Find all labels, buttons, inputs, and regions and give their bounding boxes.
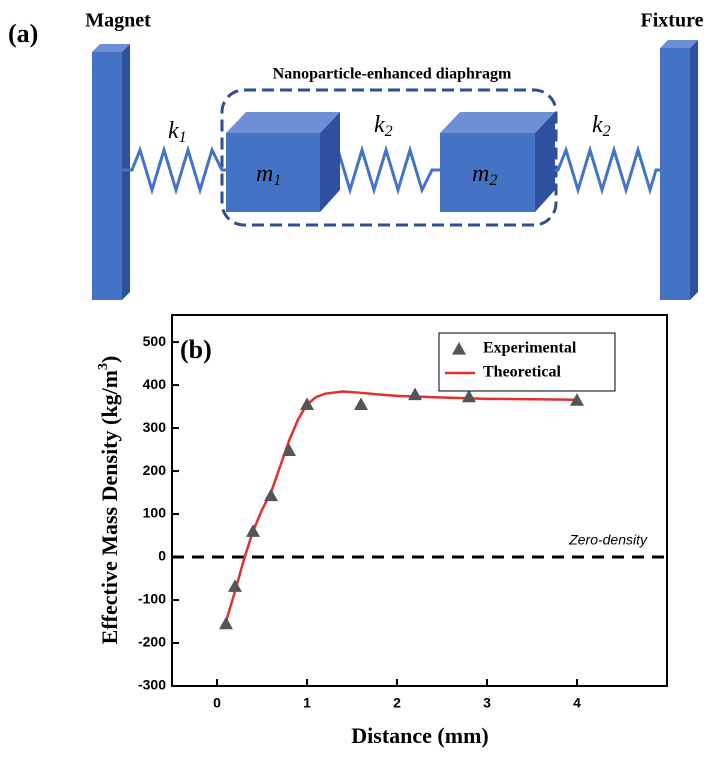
subscript: 1 <box>273 172 281 189</box>
legend-swatch <box>452 342 466 355</box>
reference-label: Zero-density <box>568 532 648 548</box>
symbol: m <box>472 161 489 187</box>
magnet-top <box>92 44 130 52</box>
y-tick-label: 100 <box>143 505 167 521</box>
fixture-side <box>690 40 698 300</box>
mass-label: m1 <box>256 161 281 189</box>
mass-label: m2 <box>472 161 497 189</box>
diaphragm-outline <box>220 88 558 227</box>
x-tick-label: 4 <box>573 695 581 711</box>
symbol: k <box>374 112 385 138</box>
data-point <box>219 616 233 630</box>
data-point <box>570 393 584 406</box>
mass-top <box>226 112 340 133</box>
subscript: 1 <box>179 129 187 146</box>
mass <box>226 133 320 212</box>
magnet-side <box>122 44 130 300</box>
magnet <box>92 52 122 300</box>
y-axis-title: Effective Mass Density (kg/m3) <box>96 356 122 645</box>
data-point <box>246 524 260 537</box>
spring-label: k1 <box>168 118 187 146</box>
data-line <box>224 390 578 622</box>
legend-box <box>438 332 616 392</box>
symbol: k <box>592 112 603 138</box>
spring <box>550 144 660 196</box>
x-tick-label: 3 <box>483 695 491 711</box>
y-axis-title-close: ) <box>97 356 122 363</box>
spring <box>122 144 228 196</box>
legend-label: Experimental <box>483 340 577 357</box>
data-point <box>354 397 368 411</box>
data-point <box>462 389 476 403</box>
panel-label: (a) <box>8 19 38 48</box>
mass-side <box>320 112 340 212</box>
legend-label: Theoretical <box>483 364 561 381</box>
data-point <box>264 488 278 502</box>
symbol: m <box>256 161 273 187</box>
fixture-label: Fixture <box>641 10 704 32</box>
data-point <box>408 387 422 401</box>
magnet-label: Magnet <box>85 10 151 32</box>
mass-top <box>440 112 555 133</box>
y-tick-label: -300 <box>138 677 166 693</box>
subscript: 2 <box>385 123 393 140</box>
y-tick-label: -100 <box>138 591 166 607</box>
data-point <box>228 579 242 592</box>
spring-label: k2 <box>374 112 393 140</box>
mass-side <box>535 112 555 212</box>
spring-label: k2 <box>592 112 611 140</box>
mass <box>440 133 535 212</box>
panel-label: (b) <box>180 335 212 364</box>
x-axis-title: Distance (mm) <box>351 723 488 748</box>
fixture-top <box>660 40 698 48</box>
data-point <box>282 443 296 457</box>
plot-frame <box>171 314 668 687</box>
y-axis-title-text: Effective Mass Density (kg/m <box>97 370 122 644</box>
x-tick-label: 2 <box>393 695 401 711</box>
group-label: Nanoparticle-enhanced diaphragm <box>273 66 512 83</box>
subscript: 2 <box>489 172 497 189</box>
y-tick-label: 300 <box>143 419 167 435</box>
data-point <box>300 397 314 411</box>
symbol: k <box>168 118 179 144</box>
fixture <box>660 48 690 300</box>
y-tick-label: 0 <box>158 548 166 564</box>
chart: (b) Distance (mm) Effective Mass Density… <box>96 314 668 748</box>
y-tick-label: 500 <box>143 333 167 349</box>
superscript: 3 <box>96 363 111 370</box>
x-tick-label: 1 <box>303 695 311 711</box>
y-tick-label: 400 <box>143 376 167 392</box>
diagram: (a) Magnet Fixture Nanoparticle-enhanced… <box>8 10 704 300</box>
x-tick-label: 0 <box>213 695 221 711</box>
y-tick-label: -200 <box>138 634 166 650</box>
y-tick-label: 200 <box>143 462 167 478</box>
subscript: 2 <box>603 123 611 140</box>
